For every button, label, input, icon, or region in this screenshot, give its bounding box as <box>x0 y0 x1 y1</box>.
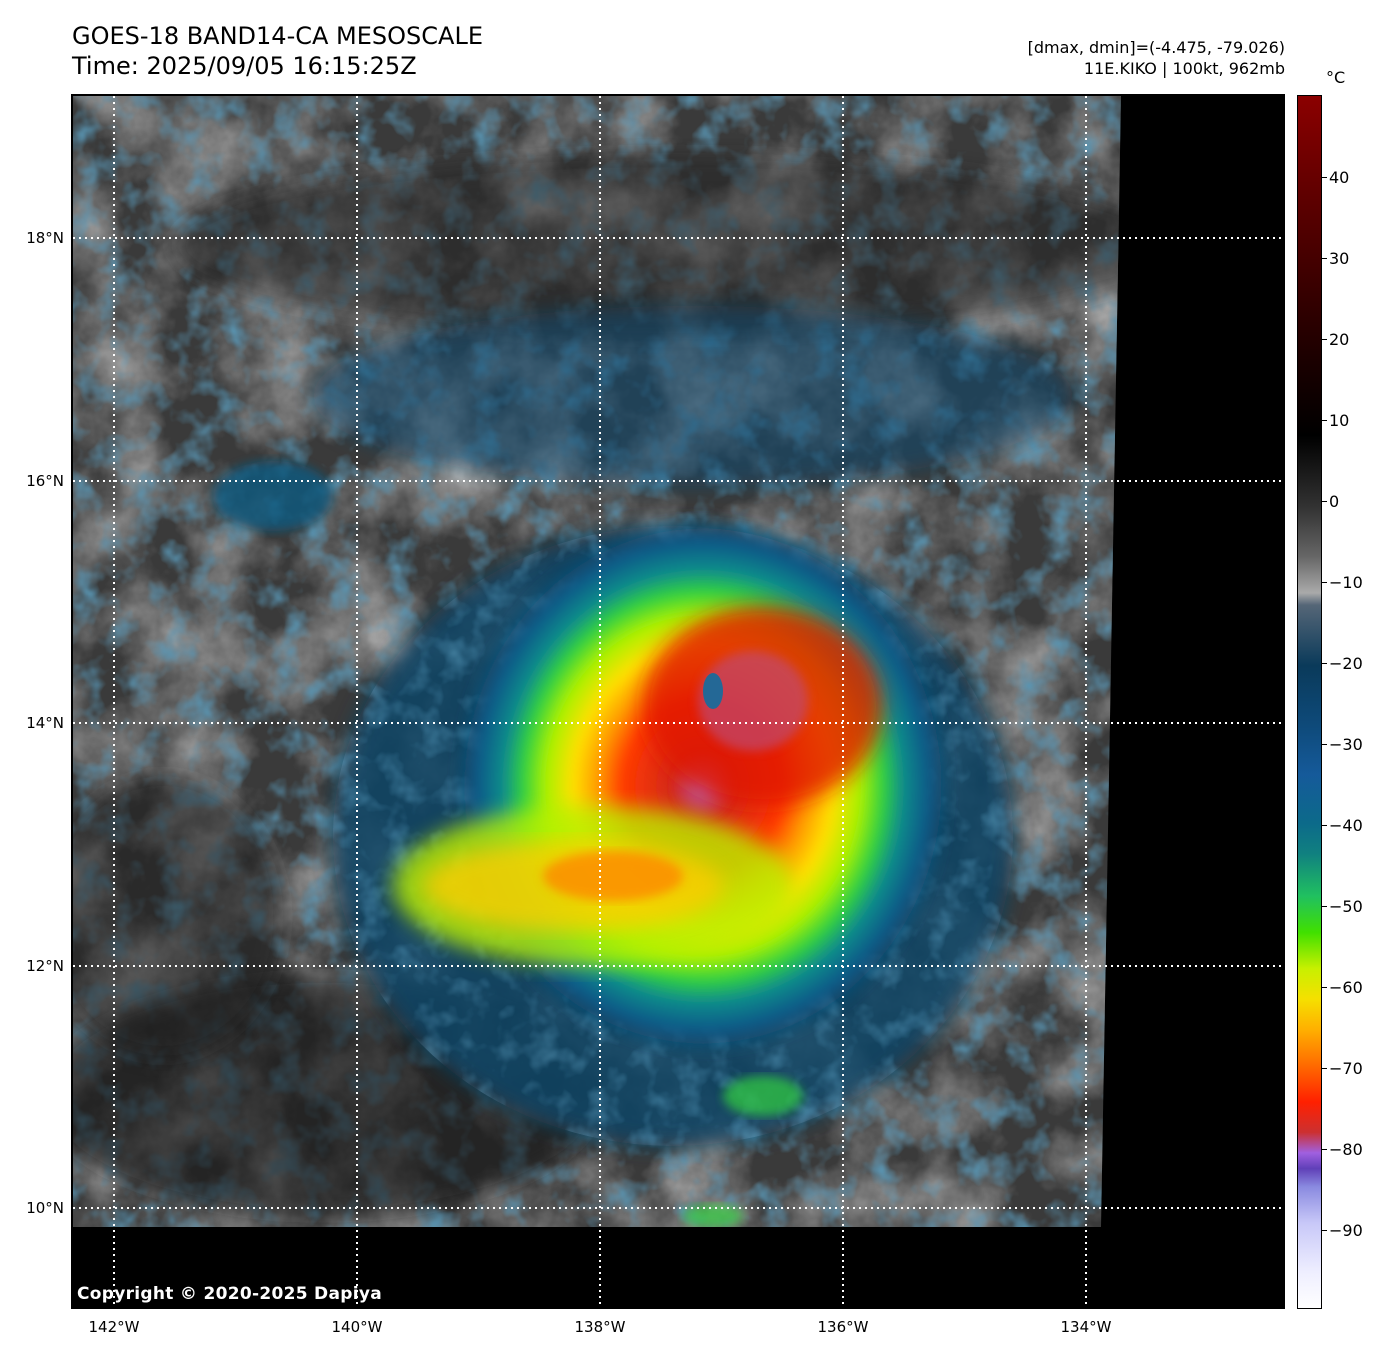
colorbar-label-20: 20 <box>1329 330 1350 349</box>
lat-label-16n: 16°N <box>26 472 64 490</box>
colorbar-label-minus80: −80 <box>1329 1140 1363 1159</box>
storm-info-label: 11E.KIKO | 100kt, 962mb <box>1083 59 1285 78</box>
colorbar-label-minus30: −30 <box>1329 735 1363 754</box>
colorbar-unit: °C <box>1326 68 1346 87</box>
colorbar-tick <box>1322 825 1327 826</box>
colorbar-label-minus10: −10 <box>1329 573 1363 592</box>
lon-label-142w: 142°W <box>88 1318 140 1336</box>
colorbar-label-40: 40 <box>1329 168 1350 187</box>
satellite-map <box>71 94 1285 1309</box>
colorbar-tick <box>1322 582 1327 583</box>
colorbar-tick <box>1322 177 1327 178</box>
colorbar-tick <box>1322 501 1327 502</box>
colorbar-label-10: 10 <box>1329 411 1350 430</box>
colorbar-tick <box>1322 420 1327 421</box>
lat-label-14n: 14°N <box>26 714 64 732</box>
colorbar-label-minus60: −60 <box>1329 978 1363 997</box>
colorbar-tick <box>1322 744 1327 745</box>
map-title: GOES-18 BAND14-CA MESOSCALE <box>72 22 483 50</box>
map-time: Time: 2025/09/05 16:15:25Z <box>72 52 417 80</box>
satellite-imagery <box>73 96 1283 1307</box>
colorbar-label-0: 0 <box>1329 492 1340 511</box>
colorbar-label-minus40: −40 <box>1329 816 1363 835</box>
data-range-label: [dmax, dmin]=(-4.475, -79.026) <box>1027 38 1285 57</box>
lat-label-12n: 12°N <box>26 957 64 975</box>
lon-label-134w: 134°W <box>1060 1318 1112 1336</box>
gridlines <box>73 96 1283 1307</box>
lat-label-10n: 10°N <box>26 1199 64 1217</box>
colorbar-label-30: 30 <box>1329 249 1350 268</box>
colorbar-label-minus50: −50 <box>1329 897 1363 916</box>
colorbar-tick <box>1322 987 1327 988</box>
colorbar-tick <box>1322 1149 1327 1150</box>
lon-label-136w: 136°W <box>817 1318 869 1336</box>
temperature-colorbar <box>1297 95 1322 1309</box>
colorbar-tick <box>1322 258 1327 259</box>
colorbar-tick <box>1322 663 1327 664</box>
colorbar-label-minus90: −90 <box>1329 1221 1363 1240</box>
colorbar-label-minus20: −20 <box>1329 654 1363 673</box>
lat-label-18n: 18°N <box>26 229 64 247</box>
colorbar-tick <box>1322 1068 1327 1069</box>
copyright-notice: Copyright © 2020-2025 Dapiya <box>77 1284 382 1304</box>
lon-label-140w: 140°W <box>331 1318 383 1336</box>
colorbar-tick <box>1322 1230 1327 1231</box>
colorbar-tick <box>1322 906 1327 907</box>
colorbar-tick <box>1322 339 1327 340</box>
colorbar-label-minus70: −70 <box>1329 1059 1363 1078</box>
lon-label-138w: 138°W <box>574 1318 626 1336</box>
